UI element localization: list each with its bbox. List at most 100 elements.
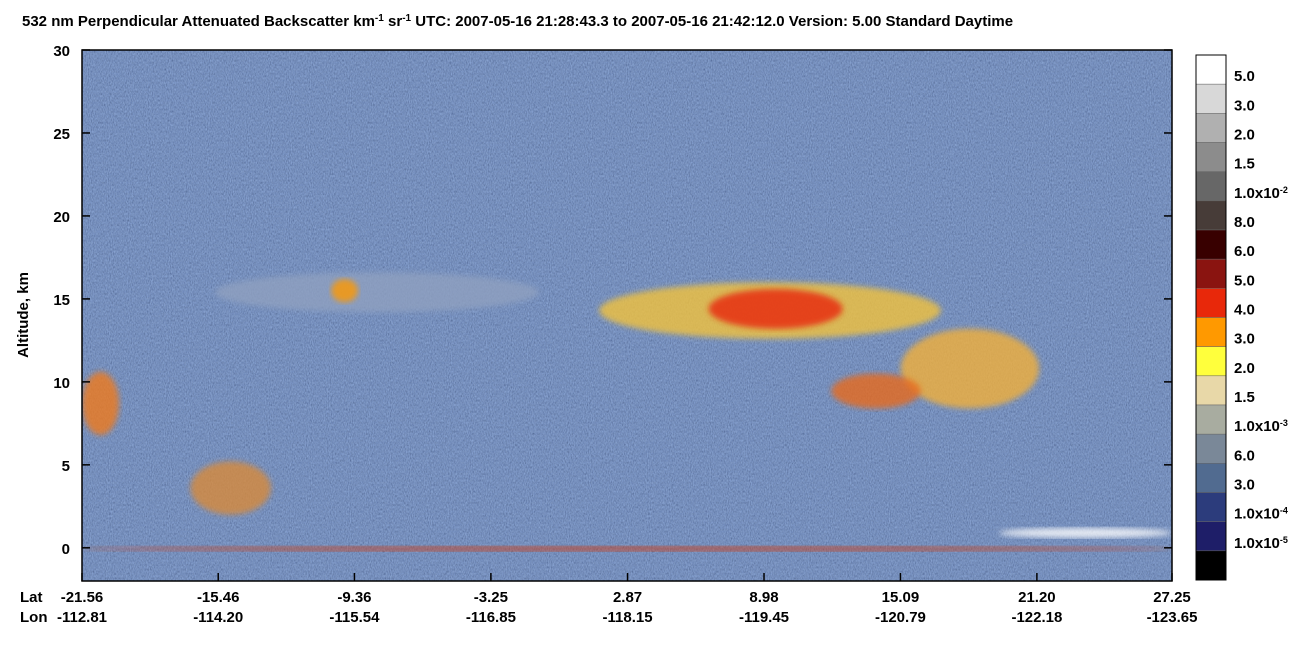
colorbar-swatch — [1195, 317, 1227, 347]
colorbar-label: 5.0 — [1234, 272, 1255, 289]
x-tick-label: 15.09 — [882, 589, 920, 606]
colorbar: 5.03.02.01.51.0x10-28.06.05.04.03.02.01.… — [1195, 54, 1288, 581]
colorbar-label-text: 5.0 — [1234, 68, 1255, 85]
x-tick-label: -114.20 — [193, 609, 243, 626]
colorbar-label-text: 3.0 — [1234, 477, 1255, 494]
colorbar-label: 1.0x10-2 — [1234, 185, 1288, 202]
x-tick-label: 2.87 — [613, 589, 642, 606]
colorbar-label: 6.0 — [1234, 447, 1255, 464]
colorbar-label-exponent: -4 — [1280, 506, 1288, 516]
colorbar-label-text: 1.0x10 — [1234, 535, 1280, 552]
x-tick-label: 21.20 — [1018, 589, 1056, 606]
colorbar-label-text: 1.5 — [1234, 156, 1255, 173]
colorbar-swatch — [1195, 113, 1227, 143]
colorbar-label: 3.0 — [1234, 331, 1255, 348]
backscatter-feature — [998, 527, 1172, 538]
x-tick-label: -116.85 — [466, 609, 516, 626]
colorbar-label-text: 5.0 — [1234, 272, 1255, 289]
colorbar-swatch — [1195, 83, 1227, 114]
title-part: 532 nm Perpendicular Attenuated Backscat… — [22, 13, 375, 30]
colorbar-swatch — [1195, 229, 1227, 260]
plot-area — [82, 50, 1172, 581]
backscatter-feature — [82, 546, 1172, 552]
colorbar-swatch — [1195, 171, 1227, 202]
colorbar-label-text: 1.0x10 — [1234, 418, 1280, 435]
x-tick-label: 8.98 — [749, 589, 778, 606]
colorbar-label-text: 4.0 — [1234, 302, 1255, 319]
x-tick-label: -123.65 — [1147, 609, 1198, 626]
colorbar-swatch — [1195, 404, 1227, 435]
colorbar-swatch — [1195, 288, 1227, 318]
colorbar-label: 4.0 — [1234, 302, 1255, 319]
colorbar-label-text: 6.0 — [1234, 447, 1255, 464]
colorbar-swatch — [1195, 54, 1227, 85]
x-tick-label: 27.25 — [1153, 589, 1191, 606]
x-tick-label: -3.25 — [474, 589, 508, 606]
backscatter-feature — [900, 328, 1040, 409]
colorbar-label: 2.0 — [1234, 360, 1255, 377]
colorbar-label: 1.0x10-5 — [1234, 535, 1288, 552]
x-row-label: Lat — [20, 589, 43, 606]
colorbar-label-text: 6.0 — [1234, 243, 1255, 260]
backscatter-feature — [190, 461, 271, 515]
colorbar-label-exponent: -2 — [1280, 185, 1288, 195]
colorbar-label-exponent: -3 — [1280, 418, 1288, 428]
x-tick-label: -21.56 — [61, 589, 104, 606]
colorbar-swatch — [1195, 142, 1227, 172]
chart-title: 532 nm Perpendicular Attenuated Backscat… — [22, 13, 1013, 31]
x-tick-label: -112.81 — [57, 609, 107, 626]
colorbar-label: 5.0 — [1234, 68, 1255, 85]
colorbar-label: 2.0 — [1234, 127, 1255, 144]
colorbar-swatch — [1195, 258, 1227, 289]
x-tick-label: -118.15 — [603, 609, 653, 626]
colorbar-label-text: 1.0x10 — [1234, 506, 1280, 523]
backscatter-feature — [331, 278, 359, 303]
y-tick-label: 10 — [53, 375, 70, 392]
colorbar-frame — [1195, 54, 1227, 581]
colorbar-swatch — [1195, 492, 1227, 522]
y-tick-label: 5 — [62, 458, 70, 475]
y-tick-label: 30 — [53, 43, 70, 60]
y-tick-label: 15 — [53, 292, 70, 309]
y-tick-label: 25 — [53, 126, 70, 143]
y-tick-label: 20 — [53, 209, 70, 226]
colorbar-label: 1.0x10-4 — [1234, 506, 1288, 523]
backscatter-feature — [708, 288, 843, 329]
colorbar-label: 1.5 — [1234, 156, 1255, 173]
colorbar-label-text: 3.0 — [1234, 331, 1255, 348]
colorbar-swatch — [1195, 375, 1227, 406]
colorbar-label-text: 3.0 — [1234, 97, 1255, 114]
x-tick-label: -15.46 — [197, 589, 240, 606]
title-superscript: -1 — [402, 13, 411, 24]
colorbar-swatch — [1195, 346, 1227, 377]
x-row-label: Lon — [20, 609, 48, 626]
backscatter-feature — [831, 373, 921, 409]
y-axis-label: Altitude, km — [15, 272, 32, 358]
backscatter-feature — [82, 371, 120, 435]
colorbar-swatch — [1195, 433, 1227, 464]
colorbar-label-text: 1.5 — [1234, 389, 1255, 406]
features — [82, 272, 1172, 552]
x-tick-label: -9.36 — [337, 589, 371, 606]
colorbar-label: 8.0 — [1234, 214, 1255, 231]
colorbar-swatch — [1195, 463, 1227, 493]
colorbar-label-exponent: -5 — [1280, 535, 1288, 545]
title-superscript: -1 — [375, 13, 384, 24]
colorbar-label-text: 2.0 — [1234, 127, 1255, 144]
x-tick-label: -119.45 — [739, 609, 789, 626]
backscatter-feature — [215, 272, 539, 313]
colorbar-label-text: 8.0 — [1234, 214, 1255, 231]
x-tick-label: -120.79 — [875, 609, 926, 626]
colorbar-label-text: 2.0 — [1234, 360, 1255, 377]
x-tick-label: -122.18 — [1011, 609, 1062, 626]
x-tick-label: -115.54 — [329, 609, 380, 626]
y-tick-label: 0 — [62, 541, 70, 558]
title-part: sr — [384, 13, 403, 30]
colorbar-label: 1.0x10-3 — [1234, 418, 1288, 435]
colorbar-label: 1.5 — [1234, 389, 1255, 406]
axes: 0 5 10 15 20 25 30 -21.56 -112.81 -15.46 -114.20 -9… — [53, 43, 1197, 626]
colorbar-swatch — [1195, 521, 1227, 552]
